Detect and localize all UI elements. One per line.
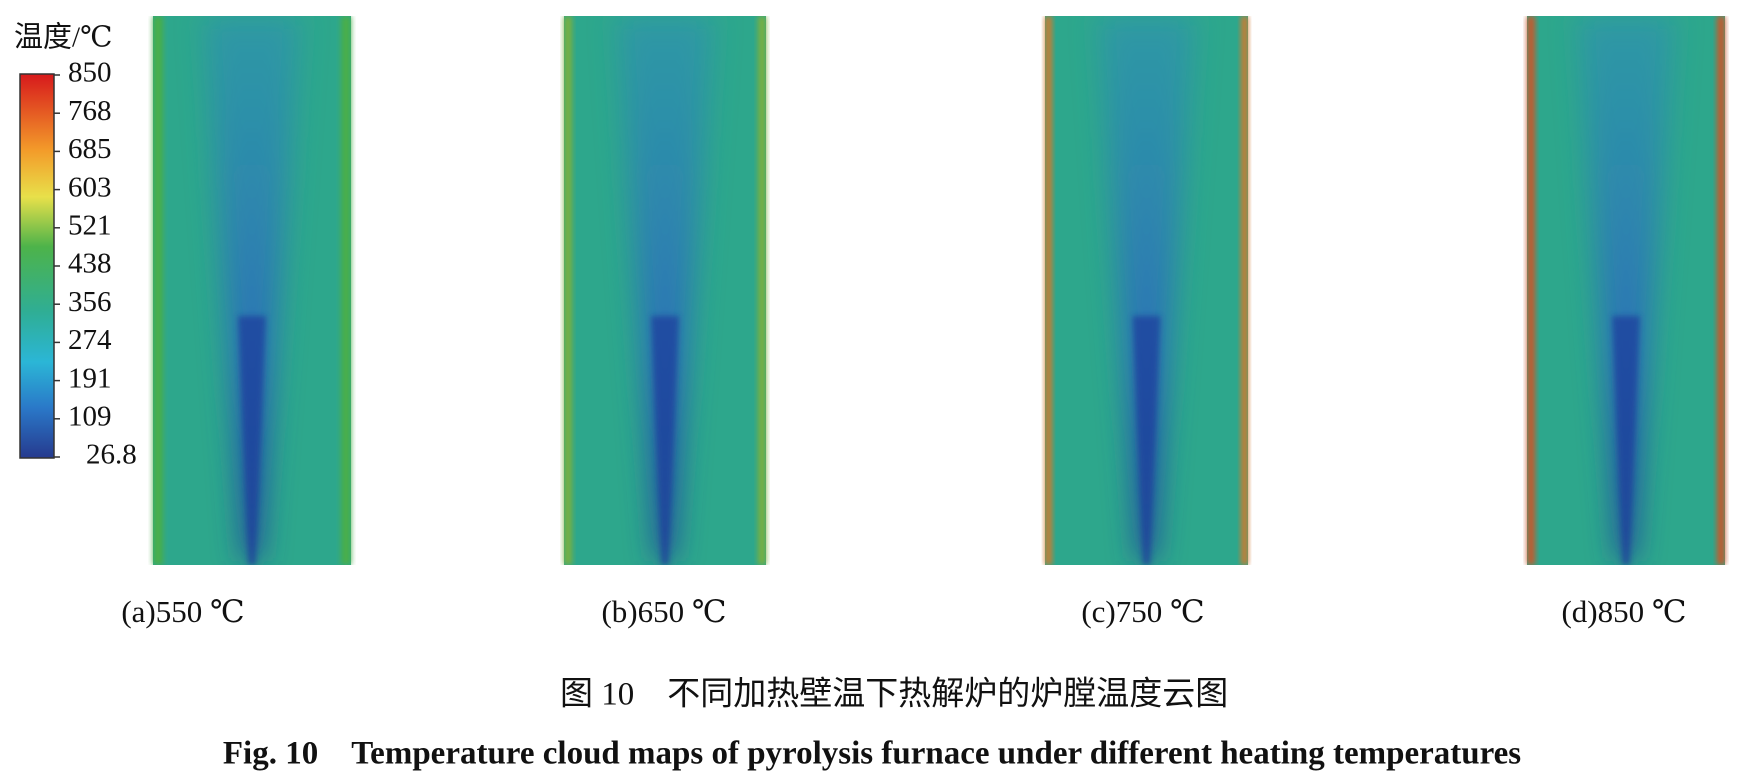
- colorbar-label: 603: [68, 171, 112, 203]
- colorbar-label: 191: [68, 362, 112, 394]
- wall-left: [564, 16, 572, 565]
- colorbar-label: 109: [68, 400, 112, 432]
- legend-title: 温度/℃: [14, 21, 113, 54]
- panel-clip-bottom: [544, 565, 786, 595]
- wall-right: [341, 16, 351, 565]
- panel-clip-bottom: [133, 565, 371, 595]
- cold-jet: [1578, 16, 1674, 561]
- wall-right: [758, 16, 766, 565]
- panel-clip-top: [1025, 0, 1268, 16]
- panel-caption: (a)550 ℃: [121, 594, 244, 629]
- contour-map: [1507, 0, 1744, 595]
- panel-clip-bottom: [1025, 565, 1268, 595]
- contour-map: [544, 0, 786, 595]
- cold-core: [651, 316, 679, 565]
- cold-core: [1132, 316, 1161, 565]
- wall-left: [153, 16, 163, 565]
- colorbar-label: 768: [68, 95, 112, 127]
- panel-clip-top: [1507, 0, 1744, 16]
- colorbar-label: 850: [68, 57, 112, 89]
- colorbar-label: 356: [68, 286, 112, 318]
- panel-clip-bottom: [1507, 565, 1744, 595]
- figure-caption-en: Fig. 10 Temperature cloud maps of pyroly…: [223, 736, 1521, 772]
- wall-right: [1241, 16, 1248, 565]
- cold-jet: [617, 16, 713, 561]
- wall-left: [1045, 16, 1052, 565]
- contour-map: [133, 0, 371, 595]
- cold-core: [1612, 316, 1640, 565]
- cold-jet: [1098, 16, 1195, 561]
- cold-core: [238, 316, 266, 565]
- wall-right: [1717, 16, 1725, 565]
- contour-map: [1025, 0, 1268, 595]
- colorbar: [19, 73, 55, 459]
- panel-clip-top: [544, 0, 786, 16]
- colorbar-label: 685: [68, 133, 112, 165]
- panel-caption: (d)850 ℃: [1561, 594, 1686, 629]
- panel-caption: (b)650 ℃: [601, 594, 726, 629]
- figure-caption-cn: 图 10 不同加热壁温下热解炉的炉膛温度云图: [560, 676, 1228, 713]
- colorbar-label: 438: [68, 248, 112, 280]
- colorbar-label: 521: [68, 209, 112, 241]
- wall-left: [1527, 16, 1535, 565]
- panel-caption: (c)750 ℃: [1081, 594, 1204, 629]
- panel-clip-top: [133, 0, 371, 16]
- cold-jet: [204, 16, 300, 561]
- colorbar-label: 26.8: [86, 439, 137, 471]
- colorbar-label: 274: [68, 324, 112, 356]
